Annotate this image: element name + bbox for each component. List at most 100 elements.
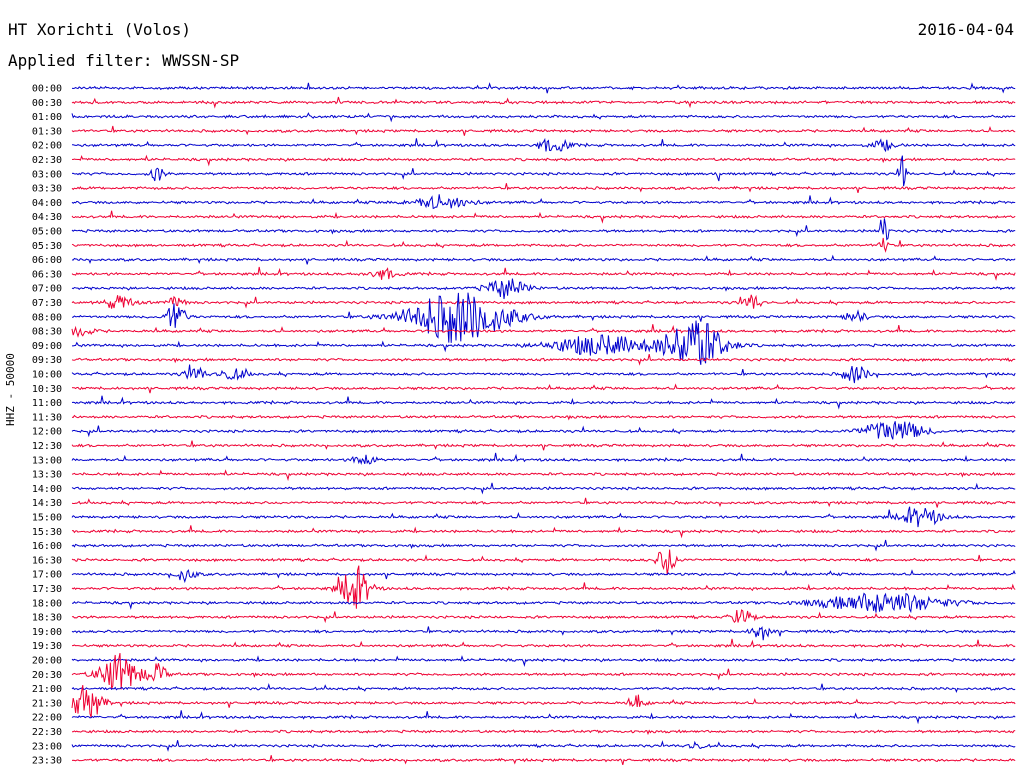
trace-row <box>71 685 1016 718</box>
trace-row <box>71 183 1016 194</box>
row-tick-label: 20:30 <box>32 670 62 681</box>
trace-row <box>71 254 1016 265</box>
row-tick-label: 06:30 <box>32 269 62 280</box>
row-tick-label: 17:00 <box>32 570 62 581</box>
trace-row <box>71 740 1016 752</box>
row-tick-label: 14:00 <box>32 484 62 495</box>
row-tick-label: 08:30 <box>32 327 62 338</box>
row-tick-label: 13:30 <box>32 470 62 481</box>
trace-row <box>71 353 1016 366</box>
row-tick-label: 07:30 <box>32 298 62 309</box>
trace-row <box>71 82 1016 94</box>
row-tick-label: 09:30 <box>32 355 62 366</box>
seismic-traces <box>71 82 1016 766</box>
row-tick-label: 22:00 <box>32 713 62 724</box>
row-tick-label: 00:00 <box>32 84 62 95</box>
trace-row <box>72 137 1016 153</box>
trace-row <box>71 549 1016 575</box>
trace-row <box>71 155 1016 187</box>
trace-row <box>72 729 1016 736</box>
trace-row <box>71 506 1016 528</box>
trace-row <box>71 154 1016 167</box>
trace-row <box>72 320 1016 365</box>
row-tick-label: 13:00 <box>32 455 62 466</box>
trace-row <box>71 565 1016 609</box>
trace-row <box>71 609 1016 624</box>
trace-row <box>71 626 1016 641</box>
trace-row <box>71 710 1016 725</box>
row-tick-label: 04:30 <box>32 212 62 223</box>
row-tick-label: 21:30 <box>32 698 62 709</box>
trace-row <box>71 294 1016 309</box>
trace-row <box>72 638 1016 649</box>
trace-row <box>71 324 1016 338</box>
row-tick-label: 12:30 <box>32 441 62 452</box>
trace-row <box>71 364 1016 384</box>
trace-row <box>71 96 1016 109</box>
trace-row <box>71 266 1016 281</box>
row-tick-label: 23:30 <box>32 756 62 767</box>
trace-row <box>71 237 1016 253</box>
row-tick-label: 16:30 <box>32 555 62 566</box>
row-tick-label: 20:00 <box>32 656 62 667</box>
trace-row <box>71 525 1016 539</box>
row-tick-label: 19:00 <box>32 627 62 638</box>
row-tick-label: 22:30 <box>32 727 62 738</box>
row-tick-label: 10:30 <box>32 384 62 395</box>
row-tick-label: 17:30 <box>32 584 62 595</box>
trace-row <box>71 218 1016 241</box>
trace-row <box>71 440 1016 451</box>
trace-row <box>71 655 1016 668</box>
row-tick-label: 01:00 <box>32 112 62 123</box>
row-tick-label: 14:30 <box>32 498 62 509</box>
row-tick-label: 10:00 <box>32 370 62 381</box>
trace-row <box>71 469 1016 482</box>
trace-row <box>71 194 1016 210</box>
row-tick-label: 04:00 <box>32 198 62 209</box>
tick-labels: 00:00 00:30 01:00 01:30 02:00 02:30 03:00 03:30… <box>32 84 62 767</box>
trace-row <box>71 278 1016 300</box>
trace-row <box>71 414 1016 421</box>
trace-row <box>71 395 1016 410</box>
trace-row <box>71 292 1016 343</box>
trace-row <box>71 125 1016 136</box>
trace-row <box>72 592 1016 614</box>
row-tick-label: 02:30 <box>32 155 62 166</box>
trace-row <box>71 482 1016 495</box>
row-tick-label: 15:30 <box>32 527 62 538</box>
row-tick-label: 11:00 <box>32 398 62 409</box>
row-tick-label: 19:30 <box>32 641 62 652</box>
trace-row <box>71 755 1016 766</box>
row-tick-label: 07:00 <box>32 284 62 295</box>
trace-row <box>71 569 1016 584</box>
trace-row <box>71 682 1016 693</box>
trace-row <box>71 210 1016 224</box>
filter-label: Applied filter: WWSSN-SP <box>8 51 240 70</box>
date-label: 2016-04-04 <box>917 20 1014 39</box>
row-tick-label: 18:00 <box>32 598 62 609</box>
trace-row <box>71 652 1016 690</box>
row-tick-label: 21:00 <box>32 684 62 695</box>
row-tick-label: 09:00 <box>32 341 62 352</box>
row-tick-label: 23:00 <box>32 741 62 752</box>
row-tick-label: 00:30 <box>32 98 62 109</box>
trace-row <box>71 383 1016 394</box>
station-title: HT Xorichti (Volos) <box>8 20 192 39</box>
row-tick-label: 11:30 <box>32 412 62 423</box>
row-tick-label: 18:30 <box>32 613 62 624</box>
row-tick-label: 01:30 <box>32 126 62 137</box>
row-tick-label: 03:00 <box>32 169 62 180</box>
trace-row <box>71 497 1016 508</box>
row-tick-label: 05:30 <box>32 241 62 252</box>
trace-row <box>71 539 1016 552</box>
row-tick-label: 15:00 <box>32 513 62 524</box>
row-tick-label: 03:30 <box>32 184 62 195</box>
row-tick-label: 05:00 <box>32 227 62 238</box>
trace-row <box>71 452 1016 466</box>
row-tick-label: 02:00 <box>32 141 62 152</box>
row-tick-label: 16:00 <box>32 541 62 552</box>
row-tick-label: 12:00 <box>32 427 62 438</box>
row-tick-label: 08:00 <box>32 312 62 323</box>
trace-row <box>71 421 1016 440</box>
